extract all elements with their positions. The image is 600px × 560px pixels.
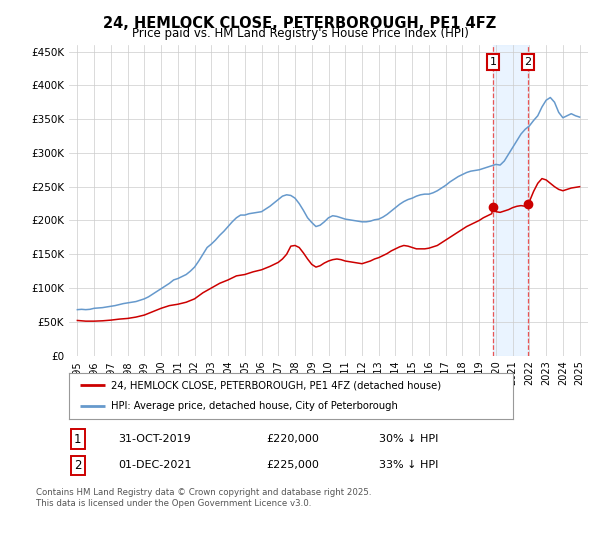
Text: 2: 2 bbox=[524, 57, 532, 67]
Text: 33% ↓ HPI: 33% ↓ HPI bbox=[379, 460, 439, 470]
Text: £225,000: £225,000 bbox=[266, 460, 319, 470]
Text: Price paid vs. HM Land Registry's House Price Index (HPI): Price paid vs. HM Land Registry's House … bbox=[131, 27, 469, 40]
Text: HPI: Average price, detached house, City of Peterborough: HPI: Average price, detached house, City… bbox=[111, 402, 398, 412]
Text: £220,000: £220,000 bbox=[266, 434, 319, 444]
Text: 30% ↓ HPI: 30% ↓ HPI bbox=[379, 434, 439, 444]
Text: Contains HM Land Registry data © Crown copyright and database right 2025.
This d: Contains HM Land Registry data © Crown c… bbox=[36, 488, 371, 508]
Text: 2: 2 bbox=[74, 459, 82, 472]
Text: 01-DEC-2021: 01-DEC-2021 bbox=[118, 460, 192, 470]
Text: 1: 1 bbox=[490, 57, 497, 67]
Text: 24, HEMLOCK CLOSE, PETERBOROUGH, PE1 4FZ (detached house): 24, HEMLOCK CLOSE, PETERBOROUGH, PE1 4FZ… bbox=[111, 380, 442, 390]
Text: 31-OCT-2019: 31-OCT-2019 bbox=[118, 434, 191, 444]
Text: 24, HEMLOCK CLOSE, PETERBOROUGH, PE1 4FZ: 24, HEMLOCK CLOSE, PETERBOROUGH, PE1 4FZ bbox=[103, 16, 497, 31]
Bar bbox=[493, 45, 528, 356]
Text: 1: 1 bbox=[74, 432, 82, 446]
